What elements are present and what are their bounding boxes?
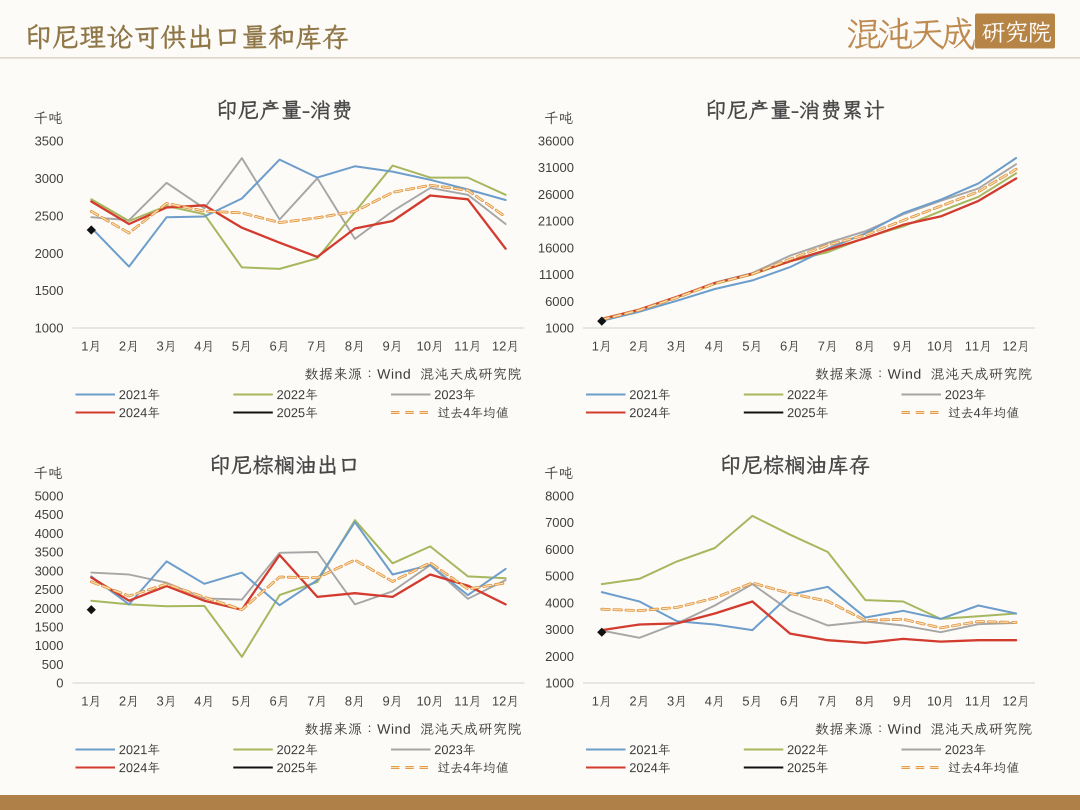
svg-text:500: 500 [42,657,64,672]
svg-text:3000: 3000 [35,171,64,186]
svg-text:1500: 1500 [35,620,64,635]
svg-text:4500: 4500 [35,507,64,522]
svg-text:4000: 4000 [545,595,574,610]
svg-text:2500: 2500 [35,582,64,597]
svg-text:1000: 1000 [545,321,574,336]
svg-text:1000: 1000 [35,638,64,653]
svg-text:0: 0 [56,676,63,691]
svg-text:16000: 16000 [538,240,574,255]
svg-text:2000: 2000 [35,601,64,616]
svg-text:6000: 6000 [545,542,574,557]
svg-text:1000: 1000 [35,321,64,336]
svg-text:2500: 2500 [35,208,64,223]
svg-text:7000: 7000 [545,515,574,530]
svg-text:11000: 11000 [539,267,574,282]
svg-text:1000: 1000 [545,676,574,691]
svg-text:36000: 36000 [538,134,574,149]
svg-text:3000: 3000 [35,563,64,578]
svg-text:3500: 3500 [35,134,64,149]
svg-text:2000: 2000 [35,246,64,261]
svg-text:21000: 21000 [538,214,574,229]
svg-text:6000: 6000 [545,294,574,309]
svg-text:5000: 5000 [545,569,574,584]
svg-text:1500: 1500 [35,283,64,298]
svg-text:2000: 2000 [545,649,574,664]
svg-text:5000: 5000 [35,489,64,504]
svg-text:4000: 4000 [35,526,64,541]
svg-text:3000: 3000 [545,622,574,637]
svg-text:31000: 31000 [538,160,574,175]
svg-text:8000: 8000 [545,489,574,504]
svg-text:3500: 3500 [35,545,64,560]
svg-text:26000: 26000 [538,187,574,202]
